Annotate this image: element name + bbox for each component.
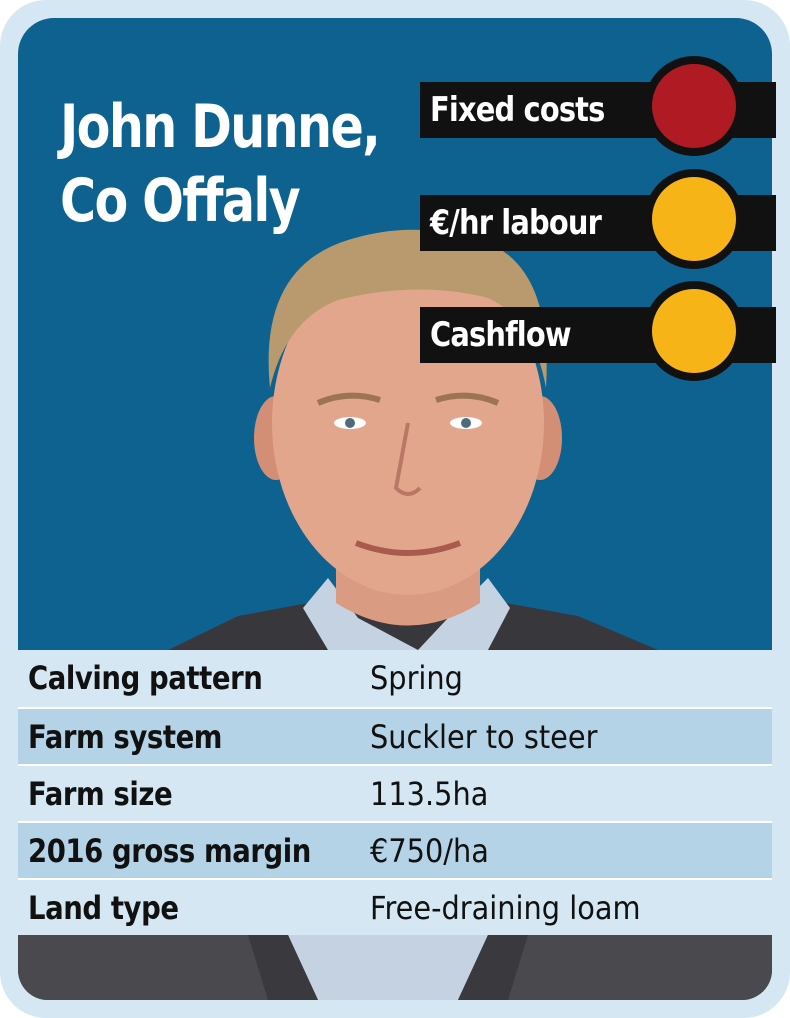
photo-bottom-strip (18, 935, 772, 1000)
table-row: Farm system Suckler to steer (18, 707, 772, 764)
title-location: Co Offaly (60, 166, 301, 236)
jacket-detail (18, 935, 772, 1000)
table-row: 2016 gross margin €750/ha (18, 821, 772, 878)
rating-fixed-costs: Fixed costs (420, 56, 776, 156)
table-row: Farm size 113.5ha (18, 764, 772, 821)
title-name: John Dunne, (60, 92, 381, 162)
rating-labour: €/hr labour (420, 169, 776, 269)
rating-label: €/hr labour (430, 203, 602, 243)
row-label: Farm size (28, 775, 173, 813)
row-label: Farm system (28, 718, 223, 756)
red-light-indicator (644, 56, 744, 156)
row-value: Free-draining loam (370, 889, 641, 927)
rating-label: Fixed costs (430, 90, 605, 130)
amber-light-indicator (644, 281, 744, 381)
row-value: Spring (370, 659, 463, 697)
farm-details-table: Calving pattern Spring Farm system Suckl… (18, 650, 772, 935)
table-row: Calving pattern Spring (18, 650, 772, 707)
row-value: 113.5ha (370, 775, 489, 813)
rating-cashflow: Cashflow (420, 281, 776, 381)
row-label: Land type (28, 889, 179, 927)
page-title: John Dunne, Co Offaly (60, 90, 381, 238)
row-value: €750/ha (370, 832, 489, 870)
row-label: Calving pattern (28, 659, 263, 697)
row-value: Suckler to steer (370, 718, 598, 756)
rating-label: Cashflow (430, 315, 572, 355)
amber-light-indicator (644, 169, 744, 269)
table-row: Land type Free-draining loam (18, 878, 772, 935)
row-label: 2016 gross margin (28, 832, 311, 870)
